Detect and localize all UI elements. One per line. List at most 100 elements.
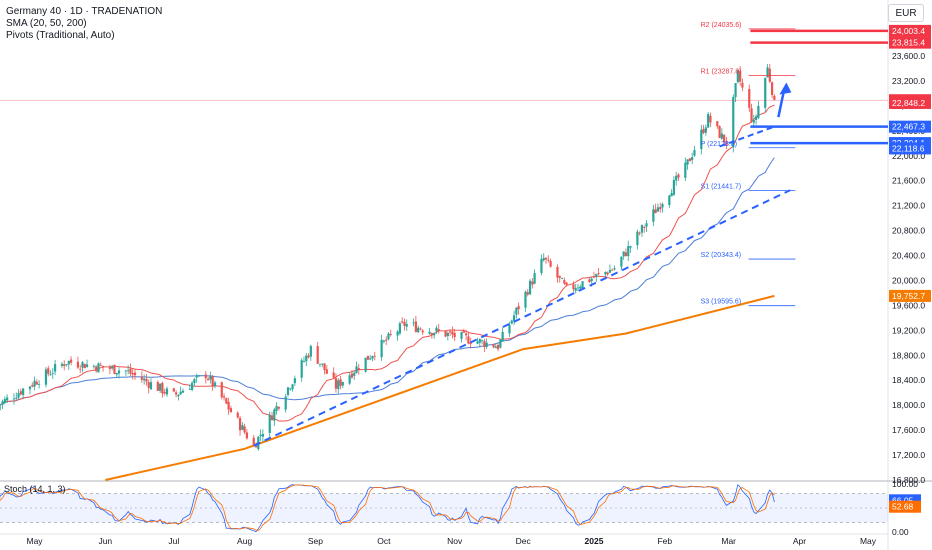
candle-body bbox=[560, 278, 564, 280]
candle-body bbox=[693, 150, 696, 156]
x-tick-label: Mar bbox=[721, 536, 736, 546]
y-tick-label: 21,200.0 bbox=[892, 201, 925, 211]
x-tick-label: Jun bbox=[98, 536, 112, 546]
y-tick-label: 17,200.0 bbox=[892, 450, 925, 460]
candle-body bbox=[435, 327, 438, 332]
pivot-label: S3 (19595.6) bbox=[701, 299, 741, 306]
candle-body bbox=[19, 391, 22, 395]
candle-body bbox=[684, 162, 687, 178]
candle-body bbox=[547, 259, 550, 261]
candle-body bbox=[702, 128, 705, 133]
x-tick-label: Oct bbox=[377, 536, 391, 546]
candle-body bbox=[549, 261, 552, 267]
x-tick-label: Jul bbox=[168, 536, 179, 546]
candle-body bbox=[764, 78, 767, 108]
candle-body bbox=[22, 388, 25, 395]
candle-body bbox=[177, 394, 180, 397]
candle-body bbox=[147, 382, 150, 388]
candle-body bbox=[284, 396, 287, 410]
candle-body bbox=[483, 341, 486, 348]
candle-body bbox=[750, 108, 753, 122]
pivot-label: P (22128.8) bbox=[701, 141, 737, 148]
candle-body bbox=[465, 333, 468, 336]
candle-body bbox=[95, 366, 98, 372]
x-tick-label: May bbox=[860, 536, 877, 546]
candle-body bbox=[254, 444, 258, 448]
candle-body bbox=[111, 366, 114, 369]
candle-body bbox=[556, 266, 559, 278]
candle-body bbox=[396, 331, 399, 336]
y-tick-label: 19,600.0 bbox=[892, 300, 925, 310]
candle-body bbox=[243, 426, 246, 433]
pivot-label: S2 (20343.4) bbox=[701, 252, 741, 259]
candle-body bbox=[451, 331, 454, 335]
candle-body bbox=[718, 125, 721, 138]
currency-button[interactable]: EUR bbox=[888, 4, 924, 22]
candle-body bbox=[405, 323, 408, 327]
candle-body bbox=[273, 409, 276, 421]
candle-body bbox=[33, 380, 36, 387]
y-tick-label: 18,800.0 bbox=[892, 350, 925, 360]
candle-body bbox=[286, 387, 290, 395]
candle-body bbox=[480, 340, 484, 342]
stoch-value-box bbox=[889, 500, 921, 513]
pivots-legend[interactable]: Pivots (Traditional, Auto) bbox=[6, 30, 115, 41]
candle-body bbox=[595, 273, 598, 277]
x-tick-label: Dec bbox=[516, 536, 532, 546]
pivot-label: S1 (21441.7) bbox=[701, 184, 741, 191]
candle-body bbox=[97, 363, 100, 373]
candle-body bbox=[225, 398, 228, 404]
candle-body bbox=[270, 415, 274, 421]
candle-body bbox=[28, 386, 32, 390]
candle-body bbox=[565, 282, 568, 285]
x-tick-label: Nov bbox=[447, 536, 463, 546]
candle-body bbox=[533, 273, 536, 284]
candle-body bbox=[341, 381, 344, 386]
candle-body bbox=[245, 432, 248, 439]
candle-body bbox=[127, 370, 130, 372]
candle-body bbox=[453, 333, 456, 338]
candle-body bbox=[355, 366, 358, 374]
candle-body bbox=[334, 378, 338, 389]
candle-body bbox=[732, 97, 735, 148]
candle-body bbox=[478, 339, 481, 343]
y-tick-label: 16,800.0 bbox=[892, 475, 925, 485]
candle-body bbox=[236, 412, 239, 418]
candle-body bbox=[159, 383, 162, 391]
y-tick-label: 20,000.0 bbox=[892, 275, 925, 285]
candle-body bbox=[670, 193, 673, 197]
uptrend-line[interactable] bbox=[253, 189, 791, 447]
candle-body bbox=[734, 83, 737, 98]
candle-body bbox=[145, 378, 148, 382]
candle-body bbox=[1, 401, 4, 405]
candle-body bbox=[332, 372, 335, 378]
candle-body bbox=[512, 315, 516, 321]
candle-body bbox=[65, 364, 68, 365]
candle-body bbox=[624, 252, 628, 257]
candle-body bbox=[606, 272, 609, 275]
candle-body bbox=[755, 116, 758, 120]
x-tick-label: May bbox=[27, 536, 44, 546]
candle-body bbox=[291, 384, 294, 390]
candle-body bbox=[339, 379, 342, 387]
candle-body bbox=[252, 437, 255, 445]
chart-title: Germany 40 · 1D · TRADENATION bbox=[6, 6, 163, 17]
candle-body bbox=[654, 209, 657, 214]
candle-body bbox=[172, 388, 175, 392]
x-tick-label: Feb bbox=[657, 536, 672, 546]
candle-body bbox=[373, 355, 376, 357]
candle-body bbox=[124, 370, 127, 372]
candle-body bbox=[773, 95, 776, 101]
candle-body bbox=[770, 82, 774, 96]
candle-body bbox=[31, 385, 34, 387]
candle-body bbox=[92, 365, 96, 367]
candle-body bbox=[638, 232, 641, 234]
candle-body bbox=[620, 256, 623, 267]
candle-body bbox=[211, 375, 214, 387]
candle-body bbox=[67, 360, 70, 365]
candle-body bbox=[12, 398, 16, 400]
sma-legend[interactable]: SMA (20, 50, 200) bbox=[6, 18, 87, 29]
candle-body bbox=[716, 121, 719, 127]
candle-body bbox=[421, 330, 424, 333]
